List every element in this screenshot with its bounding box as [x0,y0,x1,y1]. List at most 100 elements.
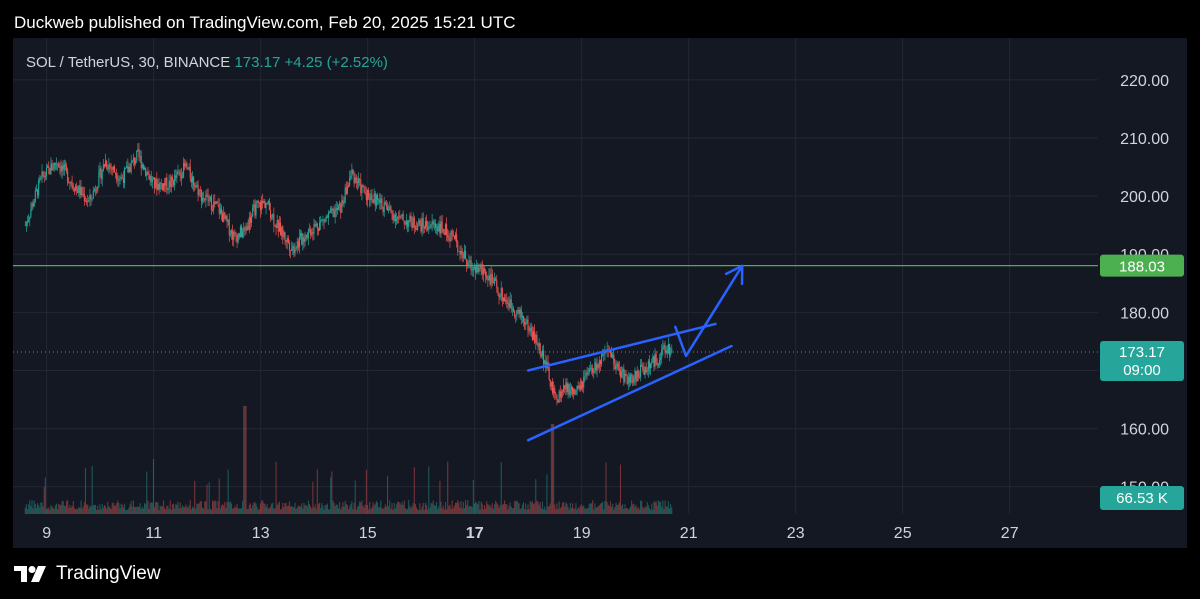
volume-bar [325,504,327,514]
candle-body [123,168,126,183]
candle-body [412,217,414,228]
volume-bar [346,505,348,514]
price-chart[interactable]: 150.00160.00170.00180.00190.00200.00210.… [13,38,1187,548]
symbol-legend[interactable]: SOL / TetherUS, 30, BINANCE 173.17 +4.25… [26,54,388,71]
volume-bar [216,508,218,514]
volume-bar [245,406,247,514]
volume-bar [537,501,539,514]
footer[interactable]: TradingView [14,563,161,585]
candle-body [229,233,231,235]
volume-bar [426,505,428,514]
volume-bar [70,507,72,514]
volume-bar [144,503,146,514]
volume-bar [598,505,600,514]
candle-body [148,173,150,180]
candle-body [560,391,562,398]
candle-body [404,223,406,225]
volume-bar [514,501,516,514]
volume-bar [160,506,162,514]
volume-bar [626,508,628,514]
volume-bar [183,506,185,514]
candle-body [183,163,185,178]
candle-body [501,288,503,302]
volume-bar [493,504,496,514]
volume-bar [291,505,293,514]
volume-bar [389,500,391,514]
volume-bar [470,506,472,514]
volume-bar [35,507,37,514]
candle-body [635,370,637,382]
projection-path [674,264,744,358]
candle-body [444,224,447,235]
volume-bar [482,509,484,514]
candle-body [401,214,403,216]
candle-body [264,201,266,208]
candle-body [125,168,127,169]
candle-body [209,196,211,201]
volume-bar [500,462,502,514]
candle-body [323,219,325,222]
volume-bar [120,503,122,514]
volume-bar [186,506,188,514]
volume-bar [257,509,259,514]
candle-body [506,300,508,304]
volume-bar [350,504,352,514]
x-tick-label: 25 [894,525,912,542]
volume-bar [322,505,324,514]
candle-body [636,371,638,382]
candle-body [314,224,316,227]
volume-bar [543,509,545,514]
volume-bar [580,504,583,514]
volume-bar [105,506,107,514]
volume-bar [609,501,612,514]
volume-bar [369,501,371,514]
volume-bar [586,508,588,514]
volume-bar [478,500,480,514]
candle-body [656,362,658,365]
volume-bar [262,500,264,514]
candle-body [184,163,186,167]
volume-bar [655,501,657,514]
volume-bar [619,464,622,514]
candle-body [154,177,156,188]
candle-body [390,206,392,212]
candle-body [386,206,389,211]
volume-bar [488,505,490,514]
volume-bar [68,507,70,514]
volume-bar [457,500,459,514]
candle-body [285,239,287,243]
volume-bar [667,501,669,514]
volume-bar [343,506,345,514]
volume-bar [635,504,637,514]
candle-body [490,273,492,285]
candle-body [475,267,477,273]
volume-bar [545,509,547,514]
time-axis[interactable]: 9 11 13 15 17 19 21 23 25 27 [42,525,1018,542]
volume-bar [34,503,36,514]
volume-bar [654,502,656,514]
candle-body [415,228,418,230]
volume-bar [661,506,663,514]
drawings[interactable] [526,264,744,442]
volume-bar [614,507,616,514]
volume-bar [215,500,217,514]
volume-bar [229,501,231,514]
volume-bar [267,508,269,514]
volume-bar [158,509,160,514]
volume-bar [214,500,216,514]
volume-bar [475,501,477,514]
volume-bar [407,508,409,514]
candle-body [399,215,401,218]
volume-bar [115,505,117,514]
volume-bar [307,500,309,514]
volume-bar [599,503,601,514]
candle-body [638,376,640,378]
volume-bar [491,503,493,514]
candle-body [76,186,78,189]
volume-bar [149,502,151,514]
volume-bar [319,502,321,514]
candle-body [567,384,569,392]
volume-bar [660,501,662,514]
horizontal-level[interactable] [13,265,1098,353]
candle-body [252,207,254,217]
